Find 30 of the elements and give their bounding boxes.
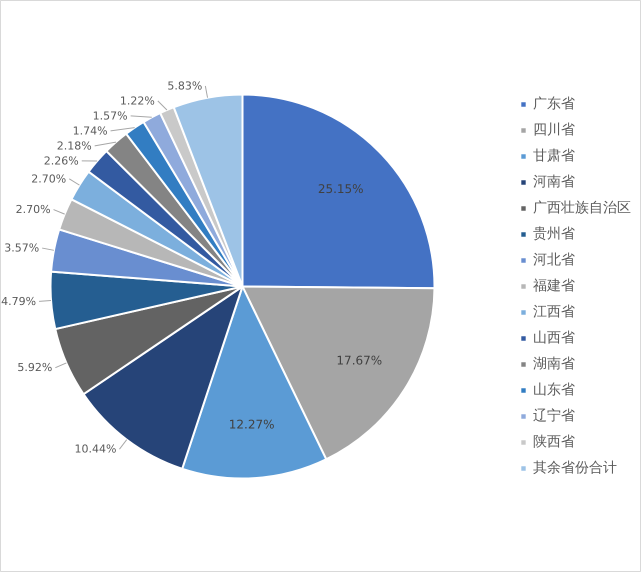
legend-label: 湖南省 <box>533 355 575 373</box>
data-label: 4.79% <box>1 294 36 308</box>
legend-label: 山西省 <box>533 329 575 347</box>
data-label: 17.67% <box>336 353 382 368</box>
legend-label: 山东省 <box>533 381 575 399</box>
legend-label: 广西壮族自治区 <box>533 199 631 217</box>
legend-label: 四川省 <box>533 121 575 139</box>
data-label: 2.70% <box>16 203 51 216</box>
legend-label: 辽宁省 <box>533 407 575 425</box>
legend-label: 贵州省 <box>533 225 575 243</box>
legend-label: 河南省 <box>533 173 575 191</box>
data-label: 1.74% <box>72 124 108 138</box>
data-label: 5.83% <box>167 79 202 92</box>
data-label: 3.57% <box>4 242 40 255</box>
data-label: 25.15% <box>318 182 364 196</box>
legend-label: 其余省份合计 <box>533 459 617 477</box>
legend-label: 甘肃省 <box>533 147 575 165</box>
legend-label: 福建省 <box>533 277 575 295</box>
data-label: 1.22% <box>120 94 155 108</box>
legend-label: 江西省 <box>533 303 575 321</box>
legend-label: 河北省 <box>533 251 575 269</box>
data-label: 2.26% <box>44 154 79 168</box>
data-label: 1.57% <box>92 109 128 122</box>
data-label: 12.27% <box>228 417 274 432</box>
data-label: 2.70% <box>31 172 66 186</box>
data-label: 5.92% <box>17 361 52 374</box>
data-label: 10.44% <box>74 442 116 456</box>
data-label: 2.18% <box>56 139 92 152</box>
legend-label: 广东省 <box>533 95 575 113</box>
legend-label: 陕西省 <box>533 433 575 451</box>
